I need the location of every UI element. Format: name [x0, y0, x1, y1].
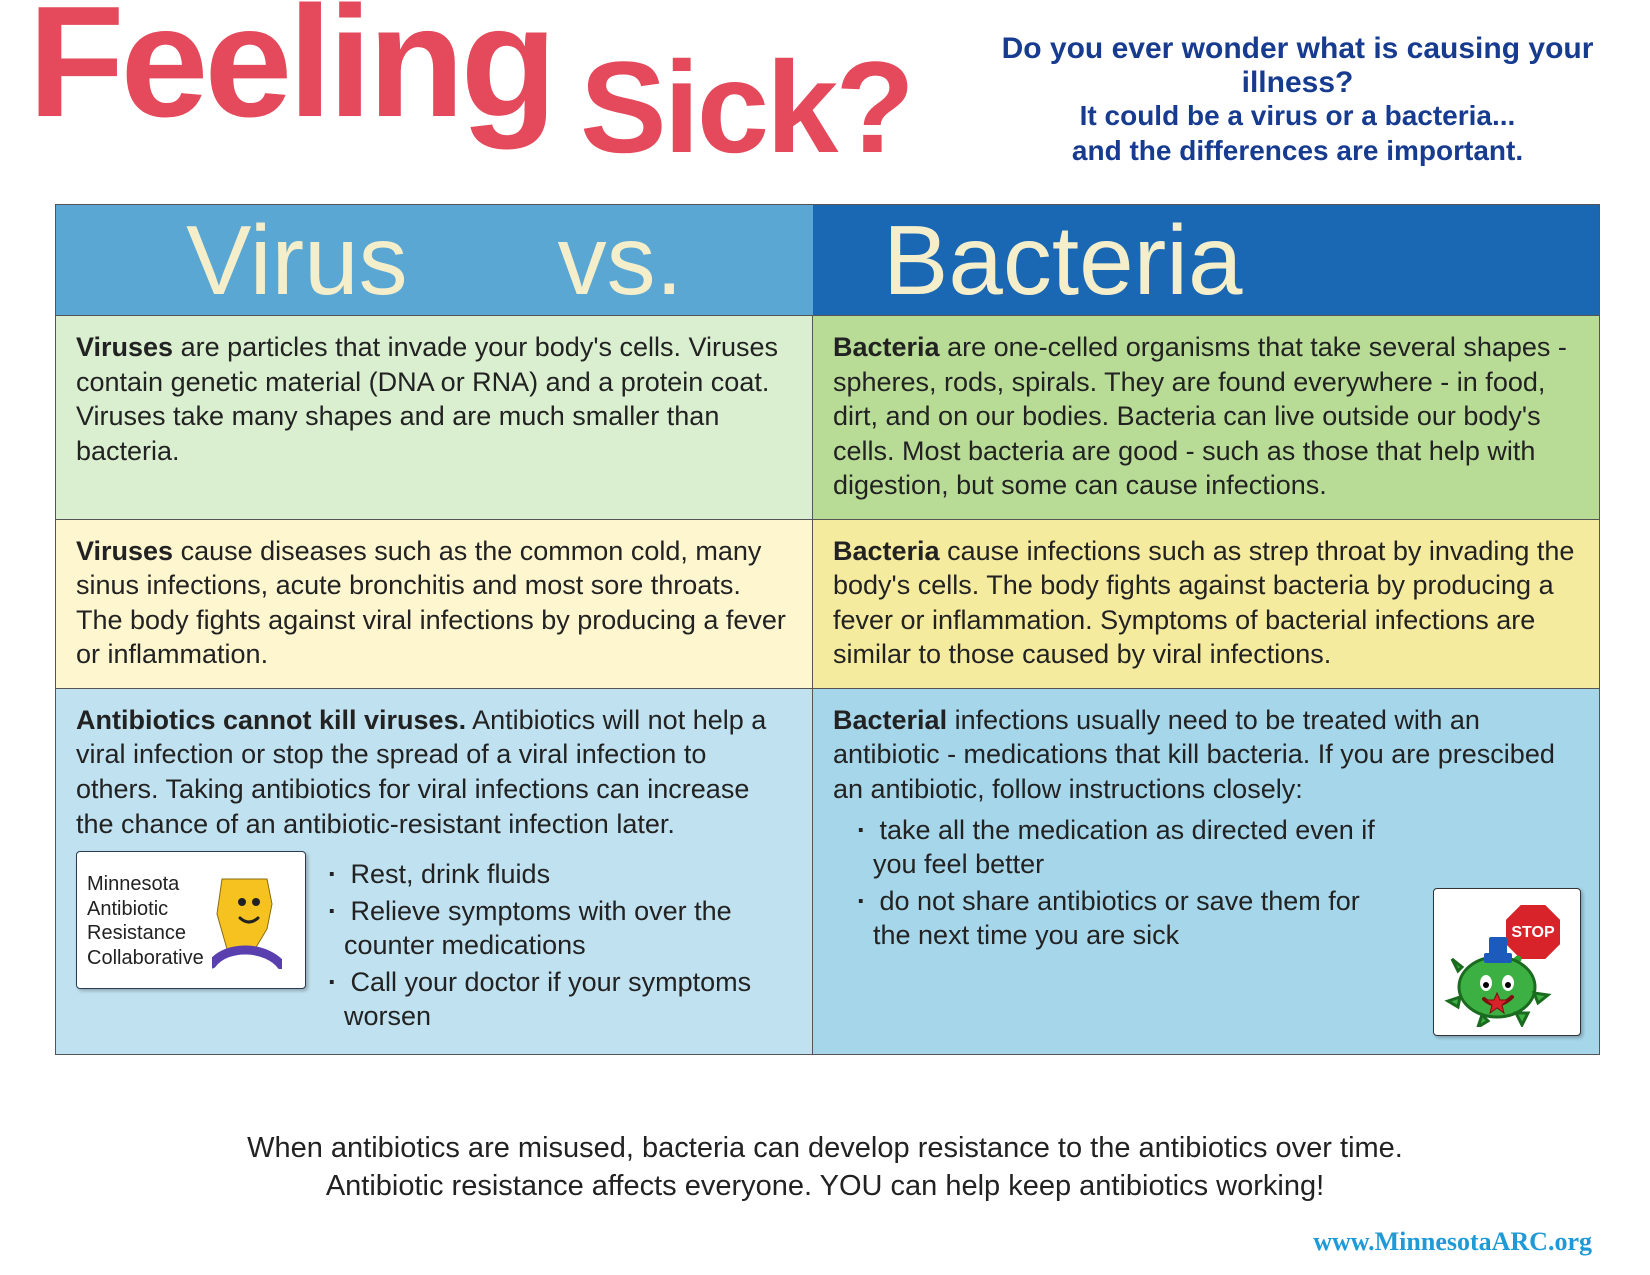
- subtitle-line-1: Do you ever wonder what is causing your …: [1000, 32, 1595, 100]
- marc-line: Antibiotic: [87, 898, 168, 920]
- table-row: Viruses are particles that invade your b…: [56, 315, 1599, 519]
- title-feeling: Feeling: [28, 0, 553, 153]
- body-text: are particles that invade your body's ce…: [76, 332, 778, 466]
- header-virus: Virus: [186, 204, 408, 317]
- table-header-row: Virus vs. Bacteria: [56, 205, 1599, 315]
- marc-line: Minnesota: [87, 873, 179, 895]
- marc-logo-box: Minnesota Antibiotic Resistance Collabor…: [76, 851, 306, 989]
- bold-term: Viruses: [76, 332, 173, 362]
- bacteria-definition-cell: Bacteria are one-celled organisms that t…: [813, 316, 1599, 519]
- virus-definition-cell: Viruses are particles that invade your b…: [56, 316, 813, 519]
- header-bacteria-text: Bacteria: [883, 204, 1243, 317]
- list-item: Call your doctor if your symptoms worsen: [328, 965, 758, 1034]
- table-row: Viruses cause diseases such as the commo…: [56, 519, 1599, 688]
- title-sick: Sick?: [580, 32, 912, 182]
- bacteria-diseases-cell: Bacteria cause infections such as strep …: [813, 520, 1599, 688]
- stop-germ-icon-box: STOP: [1433, 888, 1581, 1036]
- bacteria-advice-bullets: take all the medication as directed even…: [857, 813, 1377, 953]
- subtitle-line-2: It could be a virus or a bacteria...and …: [1000, 98, 1595, 168]
- bold-term: Viruses: [76, 536, 173, 566]
- bold-term: Bacteria: [833, 332, 940, 362]
- list-item: Rest, drink fluids: [328, 857, 758, 892]
- website-url: www.MinnesotaARC.org: [1313, 1227, 1592, 1257]
- marc-logo-text: Minnesota Antibiotic Resistance Collabor…: [87, 872, 204, 970]
- virus-diseases-cell: Viruses cause diseases such as the commo…: [56, 520, 813, 688]
- bold-term: Antibiotics cannot kill viruses.: [76, 705, 466, 735]
- body-text: cause infections such as strep throat by…: [833, 536, 1574, 670]
- footer-message: When antibiotics are misused, bacteria c…: [0, 1130, 1650, 1205]
- bold-term: Bacterial: [833, 705, 947, 735]
- page: Feeling Sick? Do you ever wonder what is…: [0, 0, 1650, 1275]
- list-item: Relieve symptoms with over the counter m…: [328, 894, 758, 963]
- minnesota-star-icon: [212, 874, 282, 969]
- marc-line: Resistance: [87, 922, 186, 944]
- marc-line: Collaborative: [87, 947, 204, 969]
- virus-treatment-cell: Antibiotics cannot kill viruses. Antibio…: [56, 689, 813, 1054]
- list-item: do not share antibiotics or save them fo…: [857, 884, 1377, 953]
- virus-treatment-inner: Minnesota Antibiotic Resistance Collabor…: [76, 851, 788, 1036]
- bacteria-treatment-cell: Bacterial infections usually need to be …: [813, 689, 1599, 1054]
- list-item: take all the medication as directed even…: [857, 813, 1377, 882]
- stop-germ-icon: STOP: [1442, 897, 1572, 1027]
- header-bacteria: Bacteria: [813, 205, 1599, 315]
- body-text: are one-celled organisms that take sever…: [833, 332, 1567, 500]
- header-vs: vs.: [558, 204, 683, 317]
- comparison-table: Virus vs. Bacteria Viruses are particles…: [55, 204, 1600, 1055]
- header-virus-vs: Virus vs.: [56, 205, 813, 315]
- svg-text:STOP: STOP: [1511, 924, 1555, 941]
- body-text: cause diseases such as the common cold, …: [76, 536, 786, 670]
- bold-term: Bacteria: [833, 536, 940, 566]
- virus-advice-bullets: Rest, drink fluids Relieve symptoms with…: [328, 857, 758, 1036]
- table-row: Antibiotics cannot kill viruses. Antibio…: [56, 688, 1599, 1054]
